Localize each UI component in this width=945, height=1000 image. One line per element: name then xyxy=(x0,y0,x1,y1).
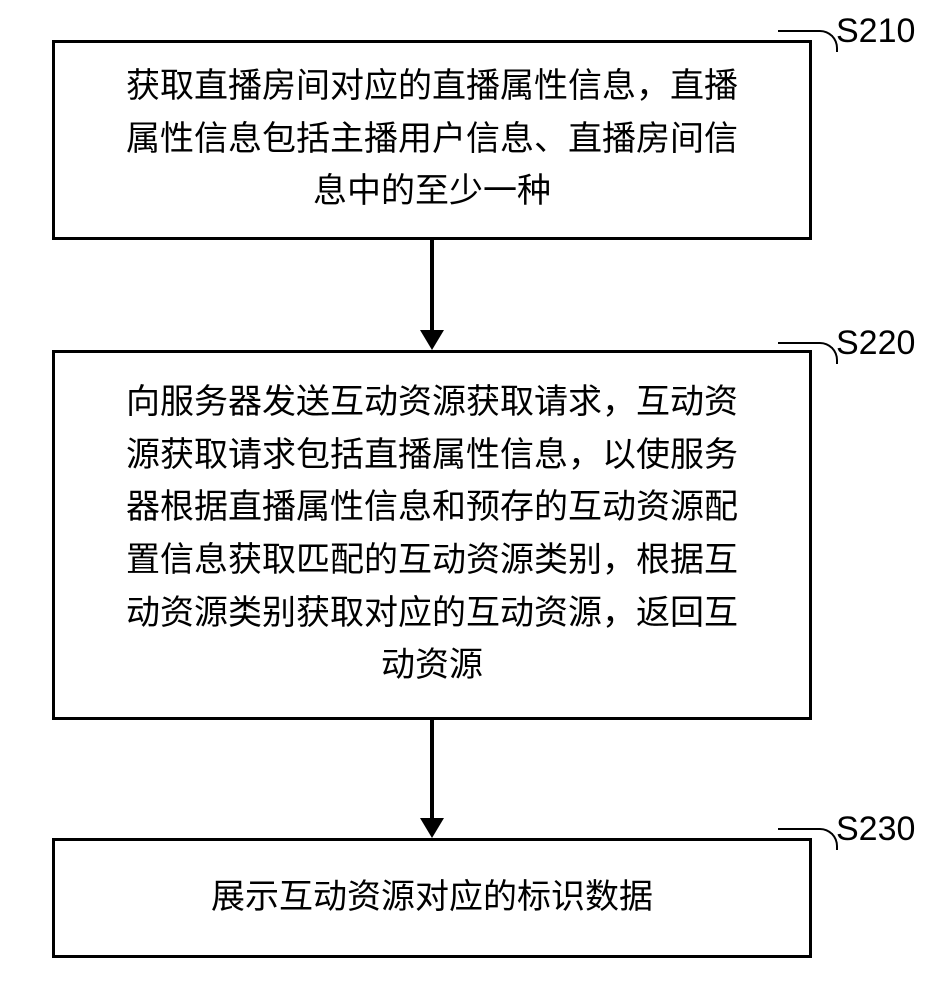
arrow-s220-s230 xyxy=(430,720,434,820)
arrow-head-s210-s220 xyxy=(420,330,444,350)
step-box-s220: 向服务器发送互动资源获取请求，互动资 源获取请求包括直播属性信息，以使服务 器根… xyxy=(52,350,812,720)
step-box-s210: 获取直播房间对应的直播属性信息，直播 属性信息包括主播用户信息、直播房间信 息中… xyxy=(52,40,812,240)
step-label-s210: S210 xyxy=(836,12,915,51)
step-label-s220: S220 xyxy=(836,324,915,363)
step-text-s230: 展示互动资源对应的标识数据 xyxy=(211,872,653,925)
flowchart-canvas: S210 获取直播房间对应的直播属性信息，直播 属性信息包括主播用户信息、直播房… xyxy=(0,0,945,1000)
arrow-head-s220-s230 xyxy=(420,818,444,838)
step-text-s220: 向服务器发送互动资源获取请求，互动资 源获取请求包括直播属性信息，以使服务 器根… xyxy=(126,377,738,693)
arrow-s210-s220 xyxy=(430,240,434,332)
step-label-s230: S230 xyxy=(836,810,915,849)
step-text-s210: 获取直播房间对应的直播属性信息，直播 属性信息包括主播用户信息、直播房间信 息中… xyxy=(126,61,738,219)
step-box-s230: 展示互动资源对应的标识数据 xyxy=(52,838,812,958)
